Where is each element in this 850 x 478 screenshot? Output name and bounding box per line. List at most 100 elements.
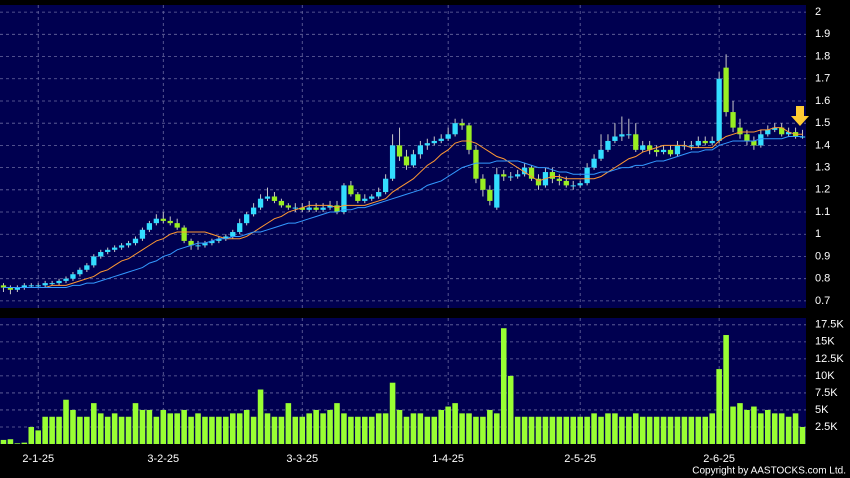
candle-body [77, 269, 83, 275]
volume-bar [21, 442, 28, 444]
candle-body [250, 207, 257, 215]
volume-bar [799, 426, 806, 444]
volume-bar [132, 403, 139, 444]
candle-body [167, 220, 173, 224]
volume-bar [632, 413, 639, 444]
candle-body [299, 207, 305, 210]
candle-body [56, 280, 62, 284]
volume-bar [389, 382, 396, 444]
volume-bar [63, 399, 69, 444]
candle-body [660, 149, 667, 153]
volume-bar [181, 409, 187, 444]
candle-body [702, 140, 708, 144]
volume-bar [216, 416, 222, 444]
x-tick-label: 2-1-25 [22, 453, 54, 465]
volume-bar [334, 403, 340, 444]
candle-body [640, 145, 646, 150]
candle-body [146, 223, 153, 230]
volume-bar [452, 403, 458, 444]
volume-bar [723, 335, 729, 444]
y-tick-label: 2 [815, 6, 821, 18]
candle-body [376, 192, 382, 197]
candle-body [118, 245, 125, 248]
y-tick-label: 0.7 [815, 295, 830, 307]
candle-body [257, 198, 264, 208]
x-tick-label: 1-4-25 [432, 453, 464, 465]
candle-body [508, 176, 514, 178]
candle-body [424, 143, 430, 146]
volume-bar [619, 416, 625, 444]
candle-body [647, 145, 653, 150]
x-tick-label: 2-5-25 [564, 453, 596, 465]
volume-bar [542, 416, 549, 444]
volume-bar [494, 413, 500, 444]
volume-bar [292, 416, 299, 444]
volume-bar [299, 416, 306, 444]
candle-body [202, 243, 208, 246]
candle-body [362, 198, 368, 201]
volume-bar [792, 413, 799, 444]
candle-body [209, 240, 215, 244]
volume-bar [487, 409, 493, 444]
volume-bar [327, 409, 333, 444]
volume-bar [229, 413, 236, 444]
candle-body [528, 167, 535, 179]
volume-bar [591, 413, 597, 444]
marker-arrow [791, 106, 809, 126]
volume-bar [667, 416, 674, 444]
volume-bar [243, 409, 250, 444]
volume-bar [466, 413, 472, 444]
volume-bar [737, 403, 743, 444]
candle-body [334, 205, 340, 213]
volume-bar [348, 416, 354, 444]
candle-body [49, 283, 55, 285]
candle-body [389, 145, 396, 179]
volume-bar [577, 416, 583, 444]
volume-bar [375, 413, 382, 444]
candle-body [292, 207, 298, 209]
volume-bar [765, 409, 771, 444]
copyright: Copyright by AASTOCKS.com Ltd. [692, 466, 846, 477]
candle-body [751, 140, 757, 146]
candle-body [570, 185, 576, 187]
candle-body [591, 158, 597, 168]
candle-body [355, 194, 361, 201]
volume-bar [42, 416, 48, 444]
candle-body [327, 205, 333, 208]
volume-bar [500, 328, 507, 444]
volume-bar [125, 416, 132, 444]
volume-bar [758, 413, 764, 444]
volume-bar [271, 416, 278, 444]
candle-body [653, 149, 660, 153]
candle-body [730, 112, 736, 128]
candle-body [14, 287, 21, 290]
volume-bar [167, 413, 174, 444]
candle-body [237, 223, 243, 233]
volume-bar [570, 416, 577, 444]
candle-body [431, 140, 437, 144]
volume-bar [626, 416, 632, 444]
volume-bar [91, 403, 97, 444]
volume-bar [84, 416, 90, 444]
y-tick-label: 0.8 [815, 273, 830, 285]
candle-body [612, 136, 618, 141]
candle-body [216, 238, 222, 241]
volume-bar [188, 416, 194, 444]
volume-bar [403, 416, 410, 444]
volume-bar [535, 416, 542, 444]
candle-body [313, 207, 319, 210]
volume-bar [674, 416, 681, 444]
x-tick-label: 3-3-25 [286, 453, 318, 465]
candle-body [556, 178, 562, 181]
candle-body [577, 183, 583, 186]
candle-body [98, 252, 104, 257]
candle-body [28, 285, 34, 287]
y-tick-label: 1.1 [815, 206, 830, 218]
volume-bar [97, 413, 104, 444]
volume-bar [306, 413, 312, 444]
moving-average-line [3, 136, 803, 289]
candle-body [563, 180, 569, 186]
candle-body [549, 172, 556, 179]
candle-body [35, 285, 41, 287]
moving-average-line [3, 127, 803, 289]
